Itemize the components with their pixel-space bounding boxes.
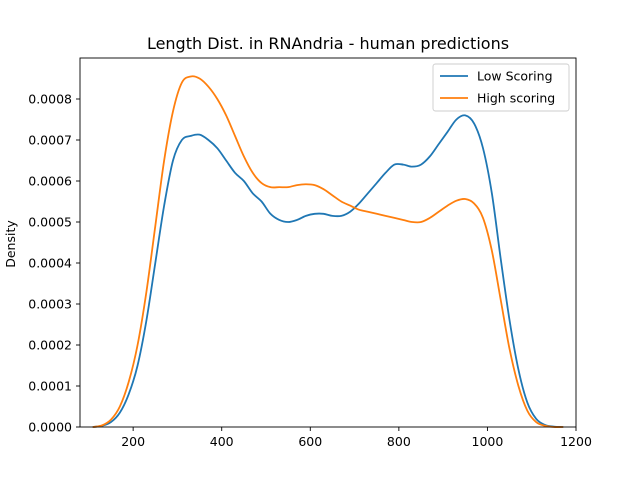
x-tick-label: 600 — [298, 434, 322, 449]
series-line-low-scoring — [92, 114, 564, 428]
chart-title: Length Dist. in RNAndria - human predict… — [147, 34, 509, 53]
y-tick-label: 0.0005 — [28, 215, 72, 230]
axes-layer: 200 400 600 800 1000 1200 0.0000 0.0001 0.0002 0.… — [28, 57, 592, 449]
legend-label: High scoring — [477, 91, 555, 106]
x-tick-label: 1200 — [560, 434, 592, 449]
legend-label: Low Scoring — [477, 69, 553, 84]
y-tick-label: 0.0002 — [28, 338, 72, 353]
x-tick-label: 800 — [387, 434, 411, 449]
y-tick-label: 0.0006 — [28, 174, 72, 189]
y-tick-label: 0.0004 — [28, 256, 72, 271]
y-tick-label: 0.0000 — [28, 420, 72, 435]
y-tick-label: 0.0008 — [28, 92, 72, 107]
x-tick-label: 200 — [121, 434, 145, 449]
legend: Low Scoring High scoring — [432, 63, 570, 112]
y-axis-label: Density — [3, 220, 18, 268]
y-tick-label: 0.0003 — [28, 297, 72, 312]
y-tick-label: 0.0001 — [28, 379, 72, 394]
axes-frame — [79, 57, 577, 428]
series-layer — [92, 75, 564, 428]
x-tick-label: 1000 — [472, 434, 504, 449]
y-tick-label: 0.0007 — [28, 133, 72, 148]
x-tick-label: 400 — [210, 434, 234, 449]
series-line-high-scoring — [92, 75, 564, 428]
